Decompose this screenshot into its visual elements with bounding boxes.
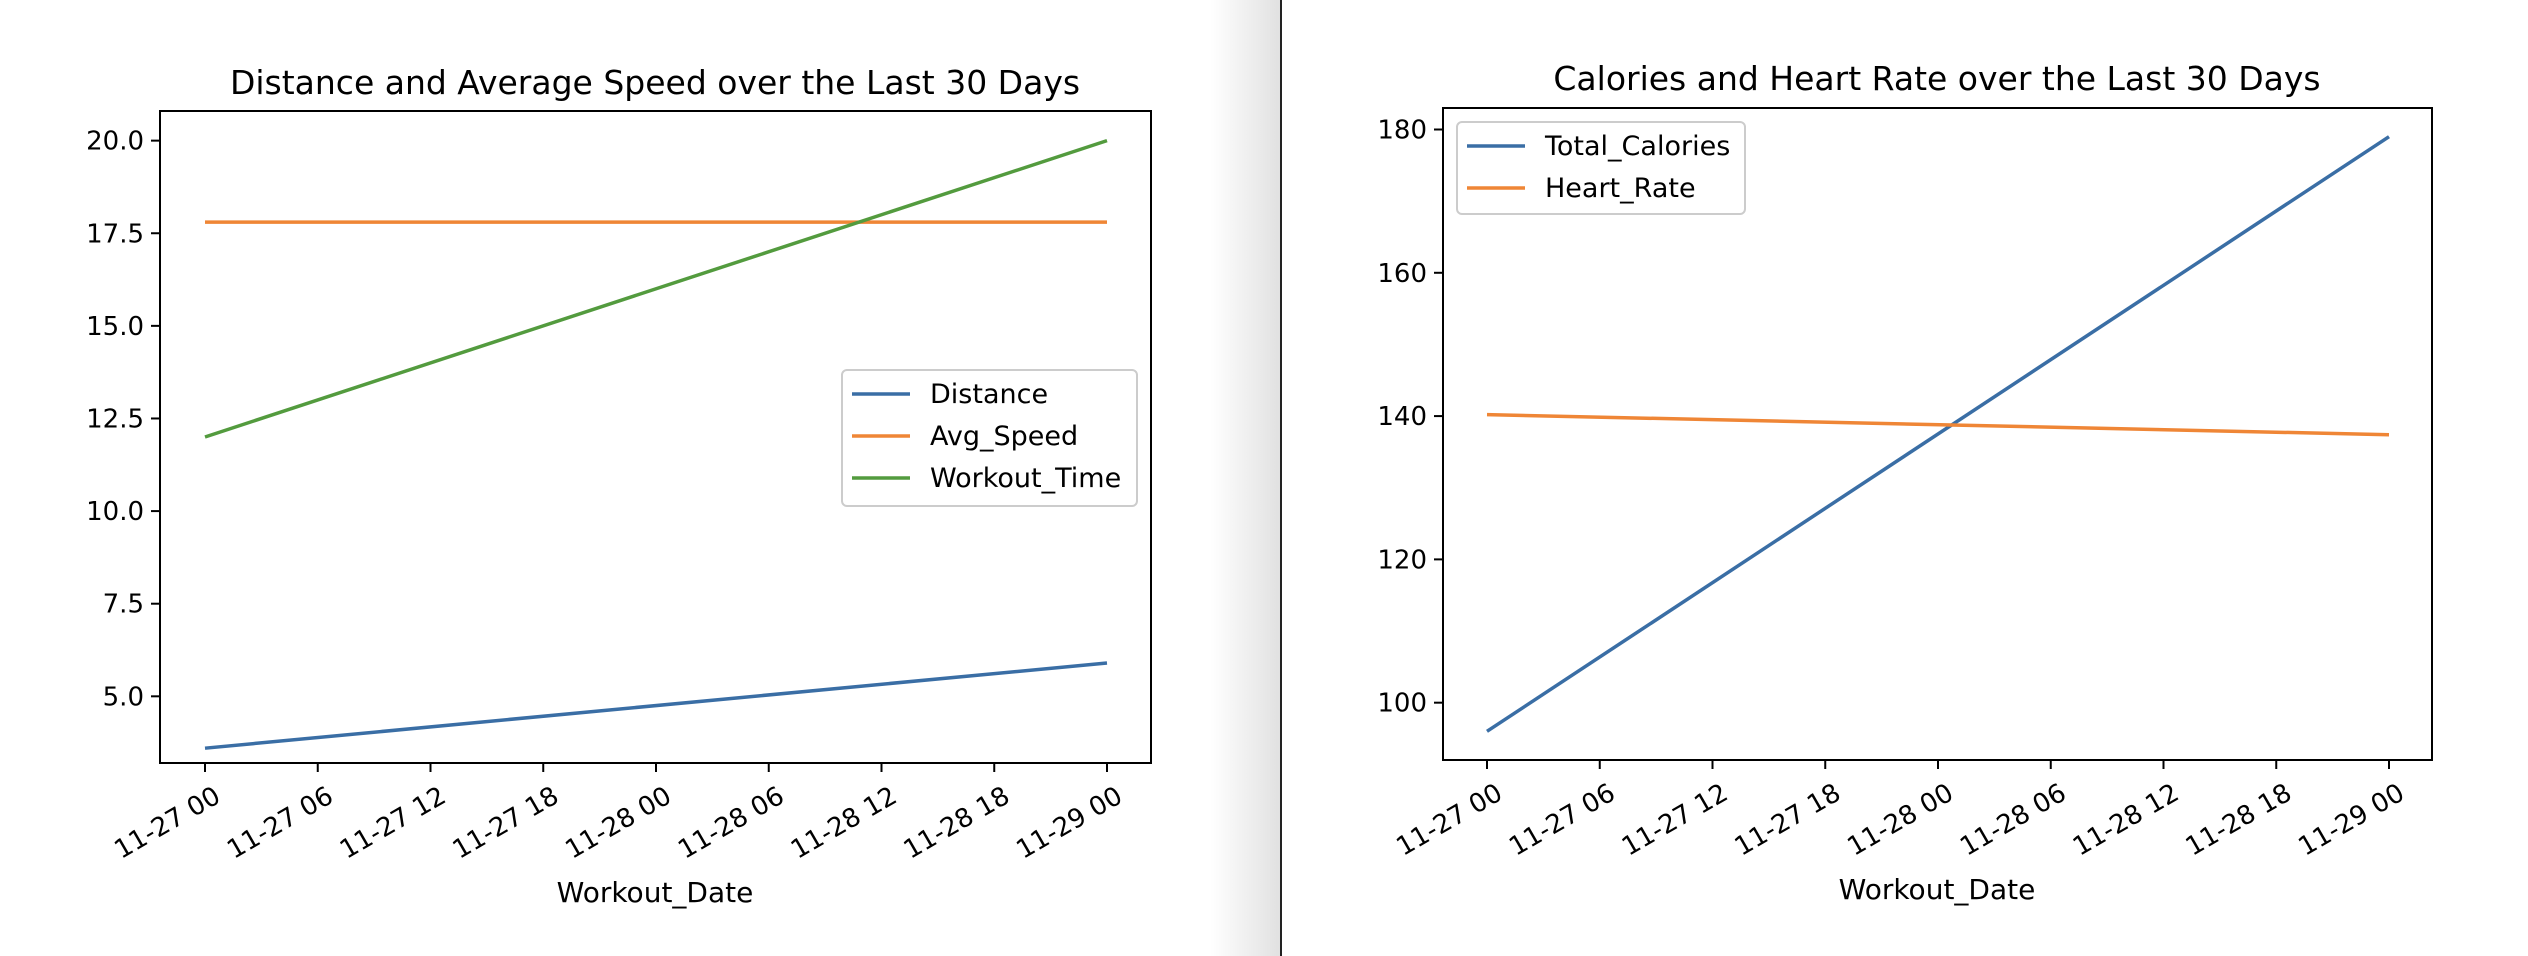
x-tick-label: 11-27 18 bbox=[448, 781, 564, 865]
x-tick-label: 11-29 00 bbox=[1011, 781, 1127, 865]
y-tick-label: 17.5 bbox=[86, 219, 144, 249]
series-lines bbox=[204, 138, 1108, 750]
y-tick-label: 180 bbox=[1377, 115, 1427, 145]
x-tick-label: 11-27 06 bbox=[1504, 778, 1620, 862]
y-axis-ticks: 5.0 7.5 10.0 12.5 15.0 17.5 20.0 bbox=[86, 127, 160, 712]
x-tick-label: 11-28 00 bbox=[1842, 778, 1958, 862]
legend: Total_Calories Heart_Rate bbox=[1456, 121, 1746, 215]
x-tick-label: 11-28 18 bbox=[2181, 778, 2297, 862]
legend-label: Workout_Time bbox=[930, 463, 1121, 494]
y-tick-label: 160 bbox=[1377, 259, 1427, 289]
y-axis-ticks: 100 120 140 160 180 bbox=[1377, 115, 1443, 719]
chart-title: Distance and Average Speed over the Last… bbox=[230, 63, 1080, 102]
y-tick-label: 7.5 bbox=[103, 590, 144, 620]
x-tick-label: 11-29 00 bbox=[2293, 778, 2409, 862]
legend-frame bbox=[841, 369, 1138, 507]
chart-title: Calories and Heart Rate over the Last 30… bbox=[1553, 59, 2320, 98]
window-shadow bbox=[1210, 0, 1282, 956]
x-axis-title: Workout_Date bbox=[557, 876, 754, 909]
x-tick-label: 11-28 06 bbox=[1955, 778, 2071, 862]
x-tick-label: 11-28 18 bbox=[899, 781, 1015, 865]
x-tick-label: 11-27 00 bbox=[109, 781, 225, 865]
legend-label: Distance bbox=[930, 379, 1048, 410]
x-tick-label: 11-27 12 bbox=[335, 781, 451, 865]
legend-label: Avg_Speed bbox=[930, 421, 1078, 452]
y-tick-label: 10.0 bbox=[86, 497, 144, 527]
x-tick-label: 11-27 00 bbox=[1391, 778, 1507, 862]
y-tick-label: 120 bbox=[1377, 545, 1427, 575]
series-lines bbox=[1486, 135, 2390, 733]
y-tick-label: 20.0 bbox=[86, 127, 144, 157]
x-tick-label: 11-27 06 bbox=[222, 781, 338, 865]
y-tick-label: 15.0 bbox=[86, 312, 144, 342]
y-tick-label: 12.5 bbox=[86, 404, 144, 434]
series-line-distance bbox=[204, 661, 1108, 750]
series-line-total-calories bbox=[1486, 135, 2390, 733]
y-tick-label: 100 bbox=[1377, 689, 1427, 719]
series-line-workout-time bbox=[204, 138, 1108, 439]
x-axis-title: Workout_Date bbox=[1839, 873, 2036, 906]
x-tick-label: 11-28 12 bbox=[2068, 778, 2184, 862]
x-tick-label: 11-28 12 bbox=[786, 781, 902, 865]
chart-distance-speed: Distance and Average Speed over the Last… bbox=[86, 63, 1152, 909]
x-tick-label: 11-27 12 bbox=[1617, 778, 1733, 862]
legend: Distance Avg_Speed Workout_Time bbox=[841, 369, 1138, 507]
x-tick-label: 11-27 18 bbox=[1730, 778, 1846, 862]
y-tick-label: 5.0 bbox=[103, 682, 144, 712]
x-tick-label: 11-28 00 bbox=[560, 781, 676, 865]
chart-calories-heart-rate: Calories and Heart Rate over the Last 30… bbox=[1377, 59, 2433, 906]
y-tick-label: 140 bbox=[1377, 402, 1427, 432]
series-line-heart-rate bbox=[1486, 412, 2390, 437]
x-tick-label: 11-28 06 bbox=[673, 781, 789, 865]
legend-label: Total_Calories bbox=[1544, 131, 1730, 162]
legend-frame bbox=[1456, 121, 1746, 215]
legend-label: Heart_Rate bbox=[1545, 173, 1696, 204]
